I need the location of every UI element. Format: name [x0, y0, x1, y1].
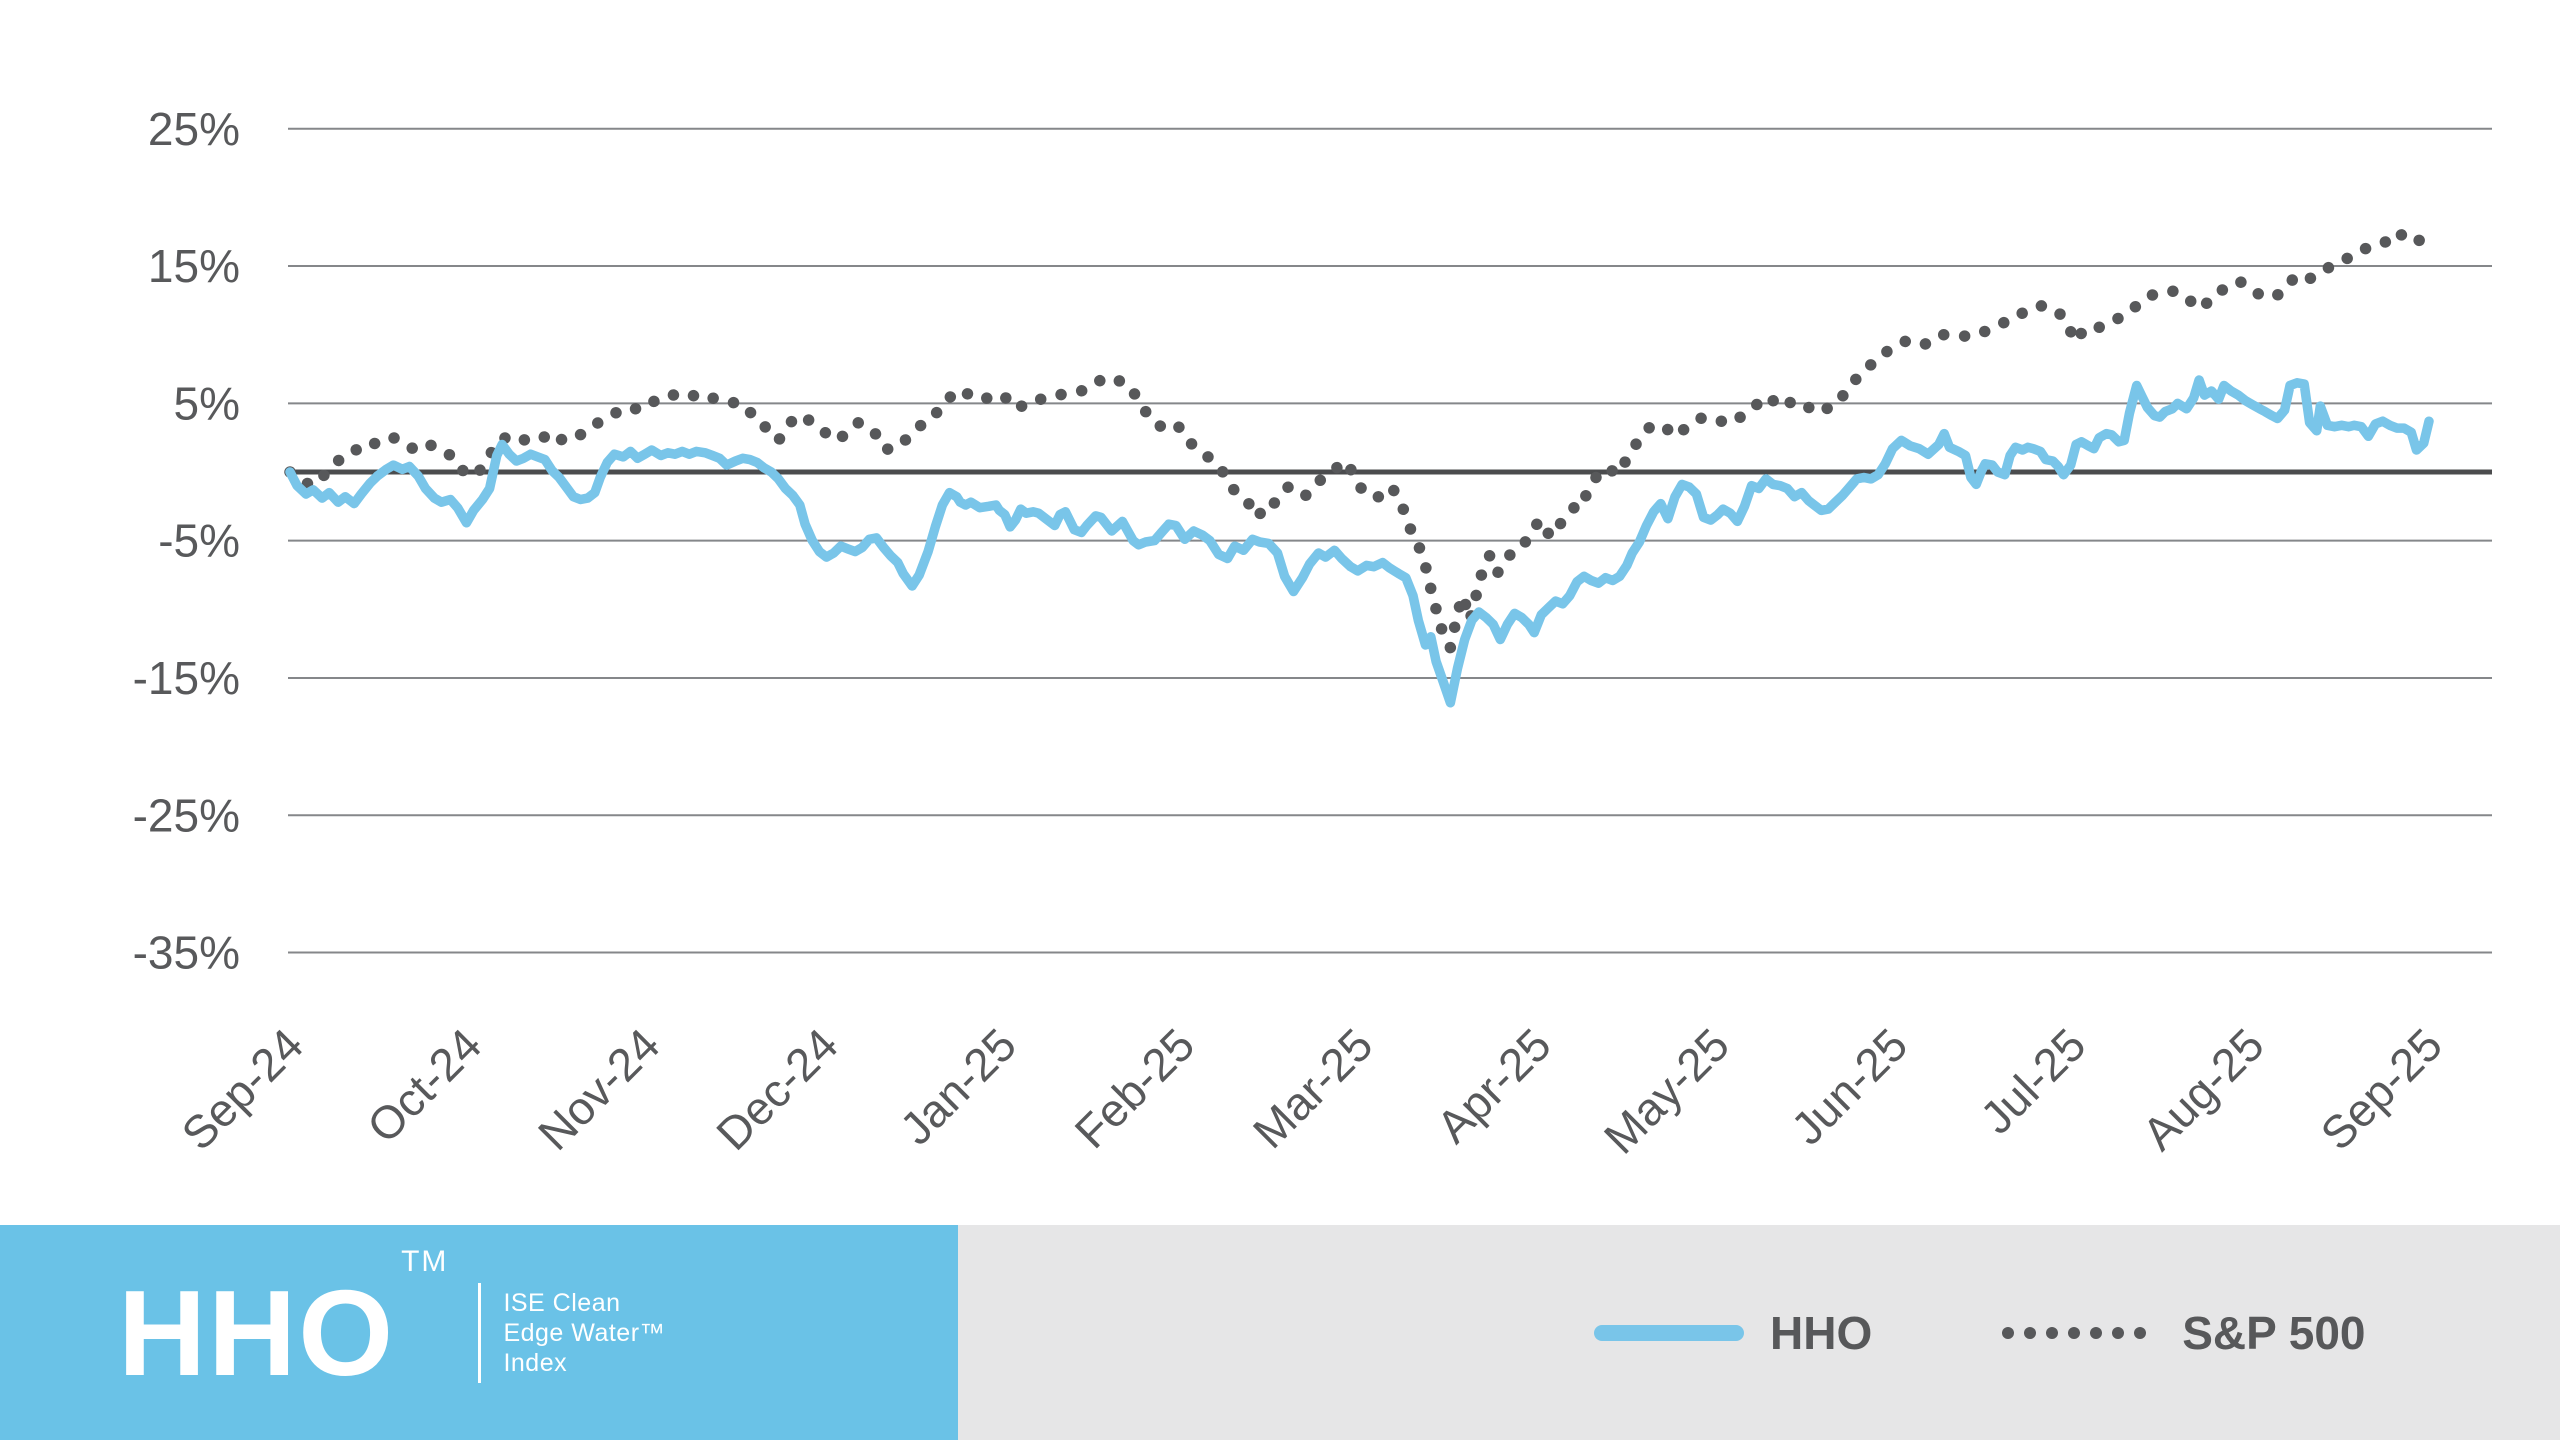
- sp500-line: [284, 225, 2435, 654]
- x-tick-label: Jan-25: [890, 1018, 1026, 1154]
- legend-dot: [2090, 1326, 2103, 1339]
- x-tick-label: Jul-25: [1970, 1018, 2095, 1143]
- brand-tagline: ISE Clean Edge Water™ Index: [503, 1288, 665, 1378]
- y-tick-label: -35%: [133, 927, 240, 979]
- x-tick-label: Apr-25: [1426, 1018, 1560, 1152]
- legend-dot: [2134, 1326, 2147, 1339]
- legend-item-sp500: S&P 500: [2002, 1306, 2366, 1360]
- x-tick-label: Sep-24: [171, 1018, 313, 1160]
- sp500-series: [284, 225, 2435, 654]
- gridlines: [288, 127, 2492, 954]
- y-axis-labels: 25% 15% 5% -5% -15% -25% -35%: [133, 103, 240, 979]
- x-axis-labels: Sep-24 Oct-24 Nov-24 Dec-24 Jan-25 Feb-25 Mar-…: [171, 1018, 2452, 1163]
- legend: HHO S&P 500: [1594, 1225, 2366, 1440]
- sp500-dotted-swatch: [2002, 1326, 2156, 1339]
- y-tick-label: 5%: [174, 377, 240, 429]
- legend-label-hho: HHO: [1770, 1306, 1873, 1359]
- x-tick-label: Mar-25: [1243, 1018, 1383, 1158]
- hho-series: [285, 375, 2434, 708]
- x-tick-label: May-25: [1594, 1018, 1739, 1163]
- y-tick-label: -25%: [133, 789, 240, 841]
- legend-dot: [2068, 1326, 2081, 1339]
- footer: HHOTM ISE Clean Edge Water™ Index HHO S&…: [0, 1225, 2560, 1440]
- legend-dot: [2046, 1326, 2059, 1339]
- x-tick-label: Dec-24: [706, 1018, 848, 1160]
- y-tick-label: -15%: [133, 652, 240, 704]
- chart-area: 25% 15% 5% -5% -15% -25% -35% Sep-24 Oct-24 Nov-…: [133, 103, 2492, 1164]
- x-tick-label: Aug-25: [2132, 1018, 2274, 1160]
- y-tick-label: 25%: [148, 103, 240, 155]
- legend-dot: [2112, 1326, 2125, 1339]
- legend-dot: [2002, 1326, 2015, 1339]
- tagline-line: Index: [503, 1349, 568, 1377]
- x-tick-label: Oct-24: [357, 1018, 491, 1152]
- brand-panel: HHOTM ISE Clean Edge Water™ Index: [0, 1225, 958, 1440]
- x-tick-label: Nov-24: [528, 1018, 670, 1160]
- logo-text: HHO: [118, 1265, 396, 1401]
- y-tick-label: 15%: [148, 240, 240, 292]
- y-tick-label: -5%: [158, 515, 240, 567]
- legend-panel: HHO S&P 500: [958, 1225, 2560, 1440]
- x-tick-label: Feb-25: [1064, 1018, 1204, 1158]
- legend-dot: [2024, 1326, 2037, 1339]
- x-tick-label: Jun-25: [1781, 1018, 1917, 1154]
- legend-label-sp500: S&P 500: [2182, 1306, 2366, 1359]
- logo-divider: [478, 1283, 482, 1383]
- hho-line-swatch: [1594, 1324, 1744, 1341]
- hho-line: [285, 375, 2434, 708]
- trademark-mark: TM: [401, 1245, 449, 1279]
- tagline-line: ISE Clean: [503, 1289, 621, 1317]
- tagline-line: Edge Water™: [503, 1319, 666, 1347]
- legend-item-hho: HHO: [1594, 1306, 1872, 1360]
- brand-logo: HHOTM ISE Clean Edge Water™ Index: [118, 1247, 665, 1403]
- x-tick-label: Sep-25: [2310, 1018, 2452, 1160]
- logo-wordmark: HHOTM: [118, 1247, 446, 1394]
- performance-chart: 25% 15% 5% -5% -15% -25% -35% Sep-24 Oct-24 Nov-…: [133, 103, 2492, 1164]
